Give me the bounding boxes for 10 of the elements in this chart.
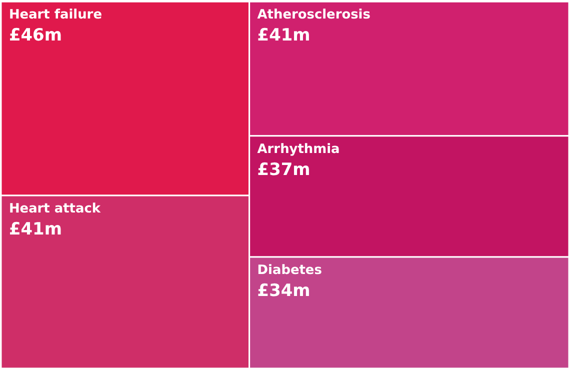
category-label: Heart failure: [8, 8, 102, 23]
category-label: Arrhythmia: [257, 142, 340, 157]
data-label: £41m: [257, 24, 310, 45]
category-label: Atherosclerosis: [257, 8, 371, 23]
data-label: £34m: [257, 280, 310, 300]
data-label: £41m: [8, 218, 62, 238]
category-label: Heart attack: [8, 201, 101, 216]
category-label: Diabetes: [257, 262, 322, 278]
data-label: £46m: [8, 24, 62, 45]
data-label: £37m: [257, 158, 310, 179]
